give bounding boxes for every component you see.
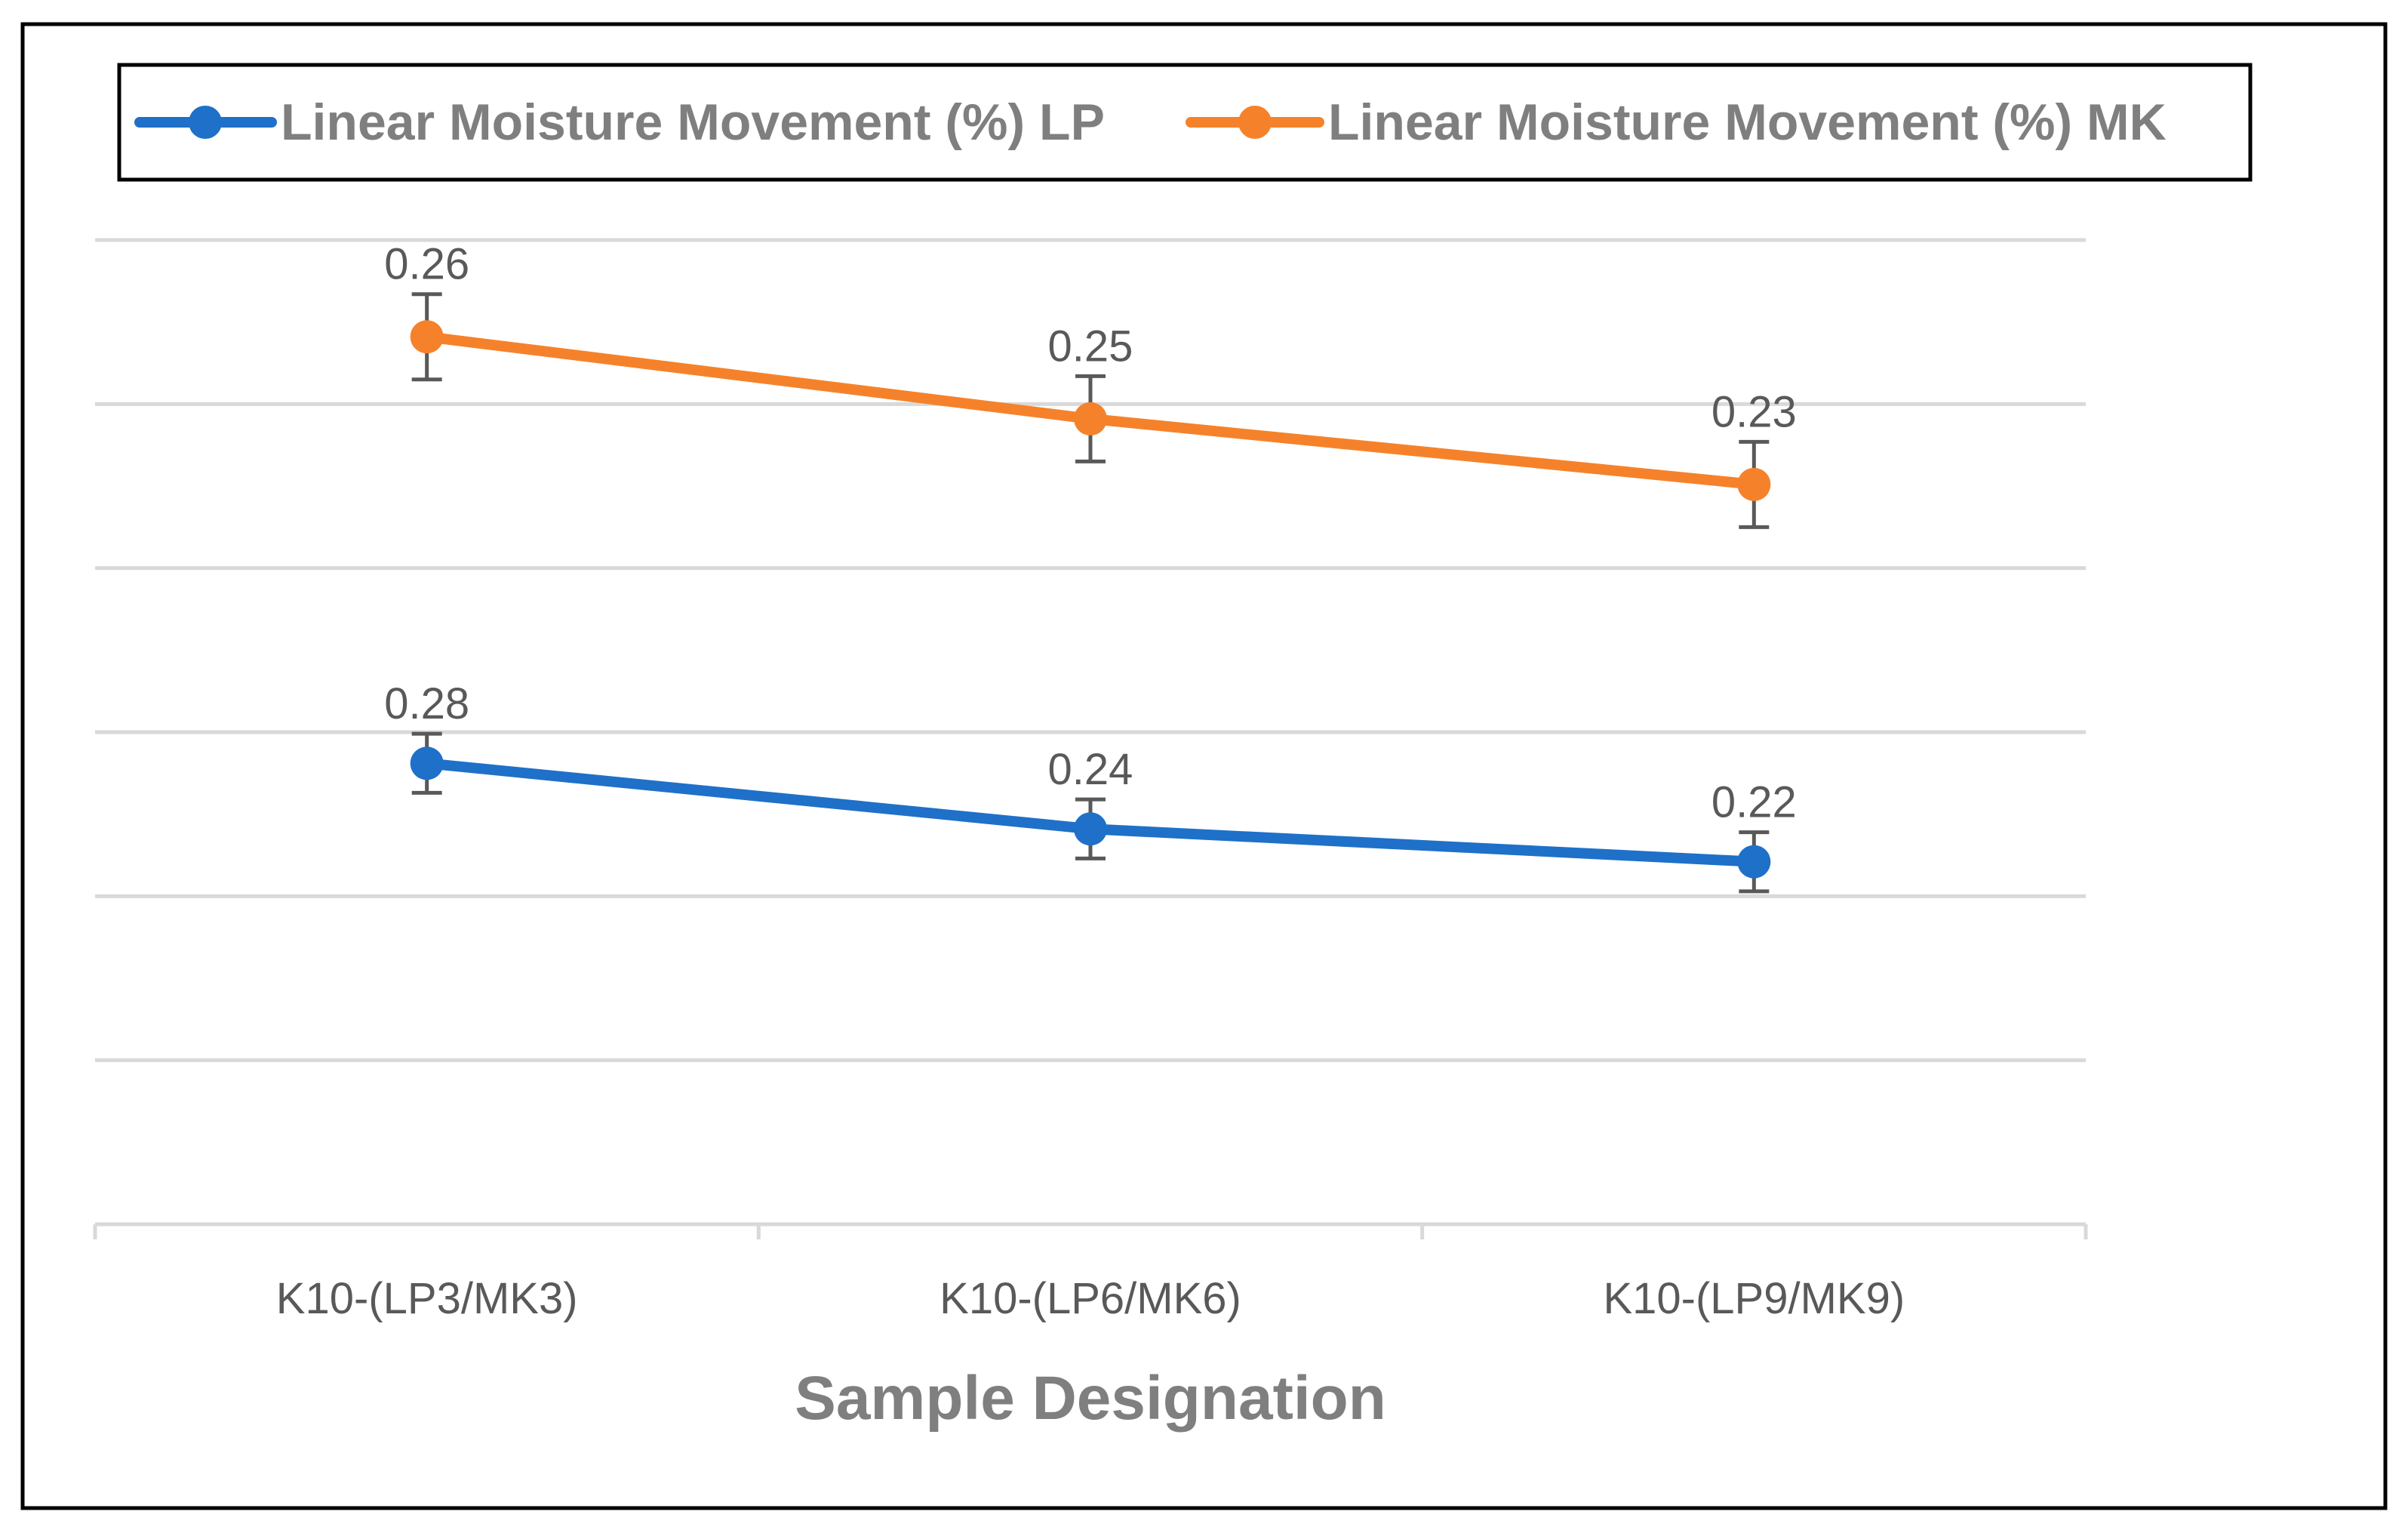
x-tick-label: K10-(LP9/MK9) xyxy=(1603,1274,1905,1323)
data-label: 0.24 xyxy=(1048,745,1133,794)
data-point xyxy=(410,320,444,354)
x-axis xyxy=(93,1222,2088,1239)
data-labels: 0.28 0.24 0.22 0.26 0.25 0.23 xyxy=(384,240,1797,827)
data-point xyxy=(1074,812,1107,846)
x-tick-labels: K10-(LP3/MK3) K10-(LP6/MK6) K10-(LP9/MK9… xyxy=(276,1274,1905,1323)
data-point xyxy=(1737,467,1771,501)
legend: Linear Moisture Movement (%) LP Linear M… xyxy=(117,63,2253,182)
legend-entry-lp: Linear Moisture Movement (%) LP xyxy=(281,94,1105,151)
data-point xyxy=(1737,845,1771,879)
x-tick-label: K10-(LP6/MK6) xyxy=(940,1274,1241,1323)
data-point xyxy=(410,746,444,780)
legend-entry-mk: Linear Moisture Movement (%) MK xyxy=(1328,94,2167,151)
legend-marker-mk xyxy=(1238,106,1272,139)
data-label: 0.28 xyxy=(384,679,469,728)
series-layer xyxy=(410,292,1771,894)
data-point xyxy=(1074,402,1107,436)
data-label: 0.25 xyxy=(1048,322,1133,371)
data-label: 0.26 xyxy=(384,240,469,289)
data-label: 0.23 xyxy=(1711,387,1797,436)
legend-box xyxy=(117,63,2253,182)
x-axis-title: Sample Designation xyxy=(795,1364,1386,1433)
data-label: 0.22 xyxy=(1711,778,1797,827)
x-tick-label: K10-(LP3/MK3) xyxy=(276,1274,578,1323)
legend-marker-lp xyxy=(189,106,222,139)
